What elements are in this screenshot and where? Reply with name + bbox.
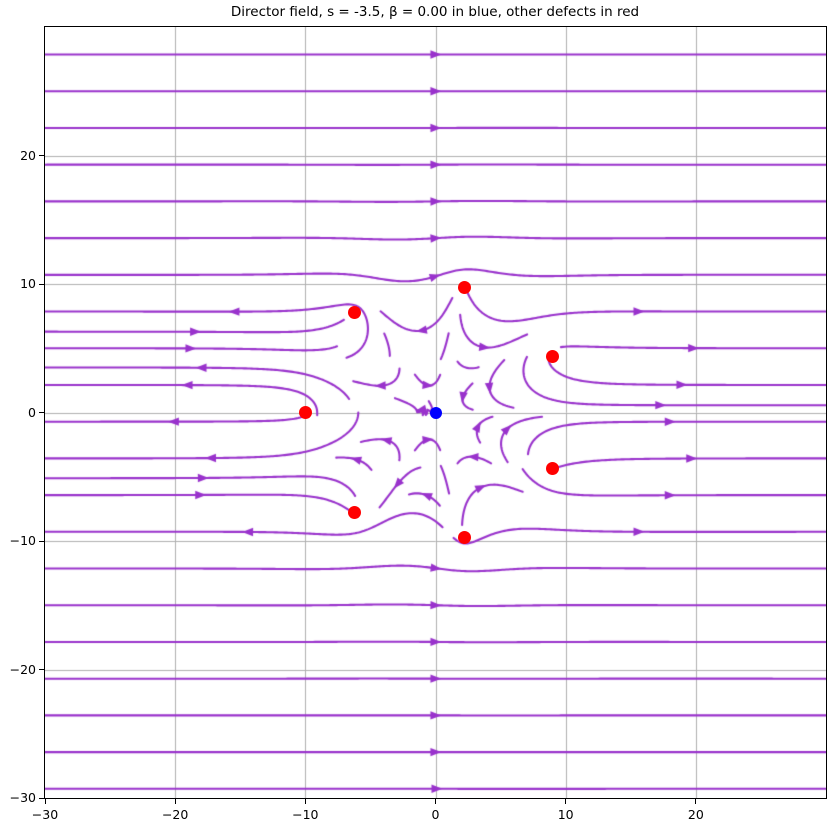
- y-tick-label: −20: [9, 661, 36, 677]
- axes-frame: [44, 26, 827, 799]
- y-tick-label: 10: [20, 276, 36, 291]
- y-tick-mark: [39, 669, 44, 670]
- y-tick-label: 0: [28, 404, 36, 420]
- x-tick-mark: [565, 799, 567, 804]
- y-tick-mark: [39, 412, 44, 413]
- y-tick-label: −30: [9, 790, 36, 805]
- x-tick-label: −30: [31, 807, 59, 822]
- y-tick-mark: [39, 797, 44, 799]
- x-tick-mark: [435, 799, 436, 804]
- x-tick-mark: [44, 799, 46, 804]
- x-tick-label: −20: [161, 807, 189, 822]
- y-tick-mark: [39, 155, 44, 156]
- x-tick-label: 20: [687, 807, 704, 822]
- chart-title: Director field, s = -3.5, β = 0.00 in bl…: [230, 4, 640, 20]
- x-tick-mark: [304, 799, 306, 804]
- x-tick-label: −10: [292, 807, 319, 822]
- y-tick-mark: [39, 283, 44, 285]
- x-tick-label: 0: [431, 807, 440, 822]
- y-tick-mark: [39, 540, 44, 542]
- x-tick-label: 10: [557, 807, 574, 822]
- streamplot-canvas: [45, 27, 826, 798]
- x-tick-mark: [174, 799, 176, 804]
- x-tick-mark: [695, 799, 697, 804]
- y-tick-label: −10: [9, 533, 36, 548]
- y-tick-label: 20: [20, 147, 36, 163]
